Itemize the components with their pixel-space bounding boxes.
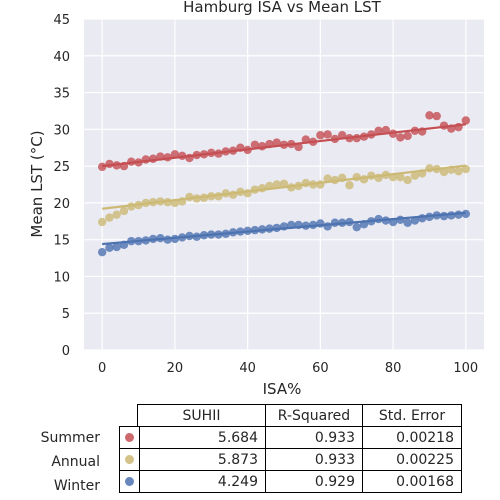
annual-marker-icon: [125, 455, 134, 464]
summer-point: [323, 130, 332, 139]
annual-point: [439, 167, 449, 177]
summer-point: [396, 133, 405, 142]
y-tick-label: 35: [53, 87, 70, 102]
annual-trend-line: [102, 164, 466, 210]
annual-suhii: 5.873: [139, 448, 266, 471]
annual-point: [345, 181, 354, 190]
col-header-std-error: Std. Error: [362, 404, 462, 427]
scatter-chart: 0 20 40 60 80 100 0 5 10 15 20 25 30 35 40 45 Hamburg I…: [28, 0, 484, 398]
annual-point: [119, 206, 129, 216]
summer-point: [250, 140, 260, 149]
winter-point: [352, 222, 361, 232]
summer-point: [294, 142, 303, 152]
annual-point: [97, 217, 107, 227]
x-axis-label: ISA%: [263, 380, 302, 398]
table-row-labels: Summer Annual Winter: [0, 426, 100, 498]
annual-point: [410, 171, 420, 180]
row-label-summer: Summer: [40, 430, 100, 446]
stats-table: SUHII R-Squared Std. Error: [137, 404, 462, 427]
winter-std-error: 0.00168: [362, 470, 462, 493]
winter-point: [439, 211, 449, 221]
y-tick-label: 45: [53, 13, 70, 28]
winter-suhii: 4.249: [139, 470, 266, 493]
y-tick-label: 15: [53, 234, 70, 249]
y-tick-label: 0: [62, 344, 70, 359]
summer-suhii: 5.684: [139, 426, 266, 449]
summer-point: [403, 131, 412, 141]
winter-trend-line: [102, 211, 466, 246]
annual-point: [454, 167, 463, 176]
chart-title: Hamburg ISA vs Mean LST: [183, 0, 382, 16]
col-header-suhii: SUHII: [137, 404, 266, 427]
row-label-winter: Winter: [53, 478, 100, 494]
summer-point: [257, 142, 267, 151]
annual-r-squared: 0.933: [265, 448, 363, 471]
summer-marker-cell: [119, 426, 140, 449]
row-label-annual: Annual: [51, 454, 100, 470]
summer-marker-icon: [125, 433, 134, 442]
annual-point: [112, 210, 121, 219]
summer-point: [425, 111, 434, 120]
annual-point: [396, 172, 405, 182]
annual-point: [105, 213, 114, 222]
y-tick-label: 5: [62, 307, 70, 322]
winter-point: [97, 247, 107, 257]
table-row: 5.873 0.933 0.00225: [119, 448, 462, 471]
x-tick-label: 0: [98, 361, 106, 376]
y-tick-label: 10: [53, 270, 70, 285]
annual-point: [272, 180, 281, 189]
annual-point: [403, 175, 412, 185]
x-tick-label: 40: [239, 361, 256, 376]
summer-point: [97, 162, 107, 172]
y-tick-label: 40: [53, 50, 70, 65]
winter-marker-cell: [119, 470, 140, 493]
y-tick-label: 20: [53, 197, 70, 212]
x-tick-label: 60: [312, 361, 329, 376]
y-tick-label: 30: [53, 123, 70, 138]
summer-std-error: 0.00218: [362, 426, 462, 449]
table-row: 4.249 0.929 0.00168: [119, 470, 462, 493]
summer-point: [432, 111, 441, 121]
winter-marker-icon: [125, 477, 134, 486]
annual-marker-cell: [119, 448, 140, 471]
summer-point: [374, 126, 383, 136]
summer-point: [272, 138, 281, 147]
stats-table-body: 5.684 0.933 0.00218 5.873 0.933 0.00225 …: [119, 426, 462, 493]
y-tick-label: 25: [53, 160, 70, 175]
col-header-r-squared: R-Squared: [265, 404, 363, 427]
winter-r-squared: 0.929: [265, 470, 363, 493]
winter-point: [112, 242, 121, 252]
y-axis-label: Mean LST (°C): [28, 130, 46, 237]
annual-std-error: 0.00225: [362, 448, 462, 471]
x-tick-label: 100: [453, 361, 478, 376]
x-tick-label: 80: [385, 361, 402, 376]
summer-r-squared: 0.933: [265, 426, 363, 449]
annual-point: [461, 164, 471, 174]
x-tick-label: 20: [167, 361, 184, 376]
winter-point: [105, 243, 114, 252]
summer-point: [316, 131, 325, 140]
winter-point: [403, 218, 412, 227]
table-header-row: SUHII R-Squared Std. Error: [137, 404, 462, 427]
summer-point: [461, 116, 471, 125]
table-row: 5.684 0.933 0.00218: [119, 426, 462, 449]
summer-trend-line: [102, 123, 466, 168]
